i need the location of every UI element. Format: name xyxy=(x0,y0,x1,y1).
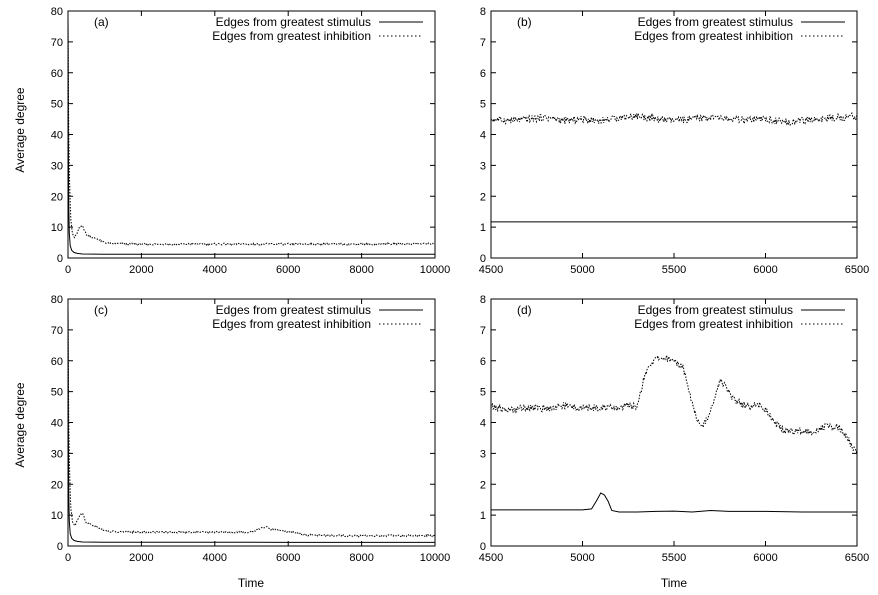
y-tick-label: 0 xyxy=(480,253,486,265)
y-tick-label: 40 xyxy=(51,130,63,142)
x-tick-label: 4500 xyxy=(479,552,503,564)
y-axis-title-top: Average degree xyxy=(13,87,27,173)
y-tick-label: 0 xyxy=(480,541,486,553)
y-tick-label: 50 xyxy=(51,99,63,111)
panel-3: 0 2000 4000 6000 8000 10000 0 10 20 30 40 50 60 70 80 (… xyxy=(51,294,451,564)
legend-label: Edges from greatest stimulus xyxy=(216,15,371,29)
legend-label: Edges from greatest inhibition xyxy=(212,29,371,43)
legend-label: Edges from greatest stimulus xyxy=(638,303,793,317)
x-tick-label: 5000 xyxy=(570,264,594,276)
panel-label: (d) xyxy=(517,303,532,317)
series-line-stimulus xyxy=(491,492,857,513)
x-tick-label: 0 xyxy=(65,264,71,276)
legend-label: Edges from greatest inhibition xyxy=(634,317,793,331)
x-tick-label: 6000 xyxy=(276,552,300,564)
panel-label: (b) xyxy=(517,15,532,29)
x-tick-label: 5000 xyxy=(570,552,594,564)
y-tick-label: 0 xyxy=(57,253,63,265)
series-line-inhibition xyxy=(490,353,858,454)
y-tick-label: 4 xyxy=(480,130,486,142)
y-tick-label: 20 xyxy=(51,479,63,491)
y-tick-label: 2 xyxy=(480,479,486,491)
y-tick-label: 40 xyxy=(51,418,63,430)
y-tick-label: 3 xyxy=(480,160,486,172)
series-line-stimulus xyxy=(67,17,435,255)
panels-group: 0 2000 4000 6000 8000 1000001020304050607080(… xyxy=(51,6,869,564)
series-line-inhibition xyxy=(490,112,858,126)
plot-frame xyxy=(490,10,858,259)
x-tick-label: 10000 xyxy=(420,552,451,564)
panel-label: (a) xyxy=(94,15,109,29)
x-tick-label: 8000 xyxy=(349,264,373,276)
y-tick-label: 2 xyxy=(480,191,486,203)
x-tick-label: 6500 xyxy=(845,264,869,276)
panel-4: 4500 5000 5500 6000 6500 0 1 2 3 4 5 6 7 8 (d) Edges fr… xyxy=(479,294,869,564)
legend-label: Edges from greatest inhibition xyxy=(212,317,371,331)
y-tick-label: 5 xyxy=(480,99,486,111)
panel-label: (c) xyxy=(94,303,108,317)
y-tick-label: 7 xyxy=(480,37,486,49)
plot-frame xyxy=(67,298,436,547)
y-tick-label: 60 xyxy=(51,356,63,368)
y-axis-title-bottom: Average degree xyxy=(13,382,27,468)
legend-label: Edges from greatest stimulus xyxy=(638,15,793,29)
x-tick-label: 2000 xyxy=(129,264,153,276)
y-tick-label: 1 xyxy=(480,222,486,234)
x-tick-label: 6000 xyxy=(753,264,777,276)
x-tick-label: 8000 xyxy=(349,552,373,564)
y-tick-label: 10 xyxy=(51,510,63,522)
series-line-inhibition xyxy=(67,305,436,538)
plot-frame xyxy=(490,298,858,547)
y-tick-label: 80 xyxy=(51,6,63,18)
y-tick-label: 70 xyxy=(51,37,63,49)
x-tick-label: 5500 xyxy=(662,552,686,564)
y-tick-label: 30 xyxy=(51,448,63,460)
y-tick-label: 5 xyxy=(480,387,486,399)
legend-label: Edges from greatest inhibition xyxy=(634,29,793,43)
x-tick-label: 0 xyxy=(65,552,71,564)
series-line-stimulus xyxy=(67,305,435,543)
y-tick-label: 50 xyxy=(51,387,63,399)
y-tick-label: 8 xyxy=(480,294,486,306)
y-tick-label: 6 xyxy=(480,356,486,368)
y-tick-label: 10 xyxy=(51,222,63,234)
x-tick-label: 5500 xyxy=(662,264,686,276)
y-tick-label: 6 xyxy=(480,68,486,80)
y-tick-label: 3 xyxy=(480,448,486,460)
y-tick-label: 70 xyxy=(51,325,63,337)
x-tick-label: 4500 xyxy=(479,264,503,276)
x-tick-label: 2000 xyxy=(129,552,153,564)
y-tick-label: 30 xyxy=(51,160,63,172)
y-tick-label: 20 xyxy=(51,191,63,203)
x-tick-label: 6000 xyxy=(753,552,777,564)
y-tick-label: 8 xyxy=(480,6,486,18)
x-tick-label: 4000 xyxy=(203,552,227,564)
x-tick-label: 6000 xyxy=(276,264,300,276)
plot-frame xyxy=(67,10,436,259)
panel-2: 4500 5000 5500 6000 6500 0 1 2 3 4 5 6 7 8 (b) Edges fr… xyxy=(479,6,869,276)
y-tick-label: 7 xyxy=(480,325,486,337)
x-tick-label: 4000 xyxy=(203,264,227,276)
y-tick-label: 60 xyxy=(51,68,63,80)
x-axis-title-left: Time xyxy=(238,576,265,590)
series-line-inhibition xyxy=(67,17,436,247)
panel-1: 0 2000 4000 6000 8000 10000 0 10 20 30 40 50 60 70 80 (… xyxy=(51,6,451,276)
y-tick-label: 0 xyxy=(57,541,63,553)
y-tick-label: 1 xyxy=(480,510,486,522)
x-tick-label: 6500 xyxy=(845,552,869,564)
x-axis-title-right: Time xyxy=(661,576,688,590)
x-tick-label: 10000 xyxy=(420,264,451,276)
y-tick-label: 4 xyxy=(480,418,486,430)
legend-label: Edges from greatest stimulus xyxy=(216,303,371,317)
y-tick-label: 80 xyxy=(51,294,63,306)
